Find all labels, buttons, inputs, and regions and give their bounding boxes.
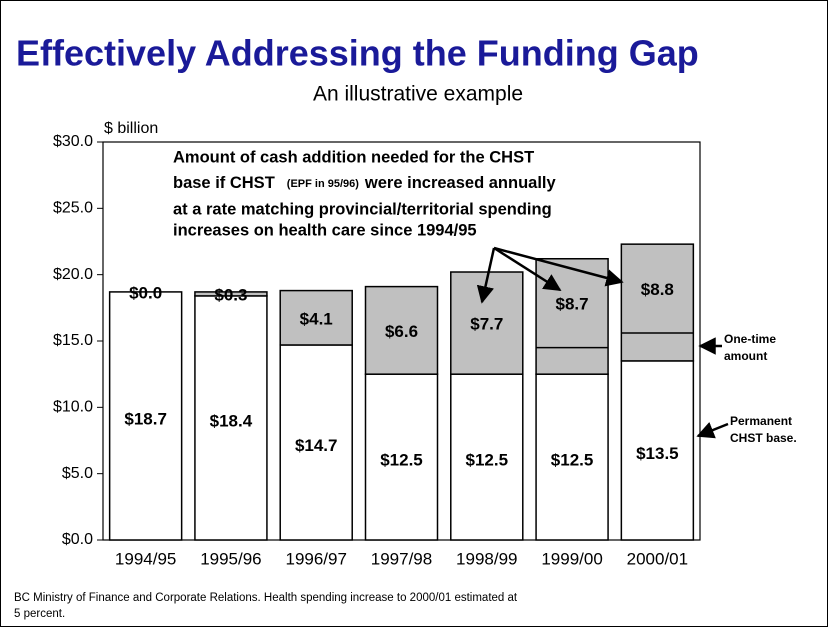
x-tick-label: 1996/97 <box>285 549 346 568</box>
data-label: $7.7 <box>470 315 503 334</box>
y-tick-label: $30.0 <box>53 133 93 150</box>
annotation-box <box>163 147 597 243</box>
x-tick-label: 1995/96 <box>200 549 261 568</box>
bar-segment <box>279 289 353 346</box>
x-tick-label: 1994/95 <box>115 549 176 568</box>
data-label: $0.3 <box>214 285 247 304</box>
bar-segment <box>194 291 268 297</box>
data-label: $6.6 <box>385 322 418 341</box>
data-label: $12.5 <box>466 451 509 470</box>
data-label: $12.5 <box>551 451 594 470</box>
bar-segment <box>108 291 183 541</box>
x-tick-label: 1997/98 <box>371 549 432 568</box>
x-tick-label: 1999/00 <box>541 549 602 568</box>
footnote: BC Ministry of Finance and Corporate Rel… <box>14 592 518 604</box>
bar-segment <box>364 285 439 375</box>
annotation-arrows <box>476 246 729 439</box>
bar-segment <box>194 295 268 541</box>
legend-label: One-time amount <box>724 332 776 363</box>
x-tick-label: 2000/01 <box>627 549 688 568</box>
annotation: Amount of cash addition needed for the C… <box>173 148 534 166</box>
bar-segment <box>364 373 439 541</box>
data-label: $4.1 <box>300 309 333 328</box>
bar-segment <box>279 344 353 541</box>
annotation: increases on health care since 1994/95 <box>173 221 477 239</box>
y-tick-label: $0.0 <box>62 531 93 548</box>
data-label: $8.8 <box>641 280 674 299</box>
bar-segment <box>620 360 695 541</box>
y-tick-label: $25.0 <box>53 200 93 217</box>
x-tick-label: 1998/99 <box>456 549 517 568</box>
data-label: $8.7 <box>556 295 589 314</box>
legend-label: Permanent CHST base. <box>730 414 797 445</box>
annotation: base if CHST (EPF in 95/96) were increased… <box>173 174 557 192</box>
data-label: $12.5 <box>380 451 423 470</box>
data-label: $18.4 <box>210 411 253 430</box>
y-tick-label: $15.0 <box>53 332 93 349</box>
annotation: at a rate matching provincial/territoria… <box>173 200 552 218</box>
y-tick-label: $20.0 <box>53 266 93 283</box>
y-axis-label: $ billion <box>104 120 158 137</box>
y-tick-label: $5.0 <box>62 465 93 482</box>
data-label: $13.5 <box>636 444 679 463</box>
data-label: $14.7 <box>295 436 338 455</box>
data-label: $18.7 <box>124 409 167 428</box>
footnote: 5 percent. <box>14 608 65 620</box>
data-label: $0.0 <box>129 283 162 302</box>
bar-segment <box>450 373 524 541</box>
bar-segment <box>535 373 609 541</box>
chart-title: Effectively Addressing the Funding Gap <box>16 33 699 74</box>
chart-subtitle: An illustrative example <box>313 83 523 106</box>
y-tick-label: $10.0 <box>53 399 93 416</box>
bar-segment <box>620 243 695 362</box>
